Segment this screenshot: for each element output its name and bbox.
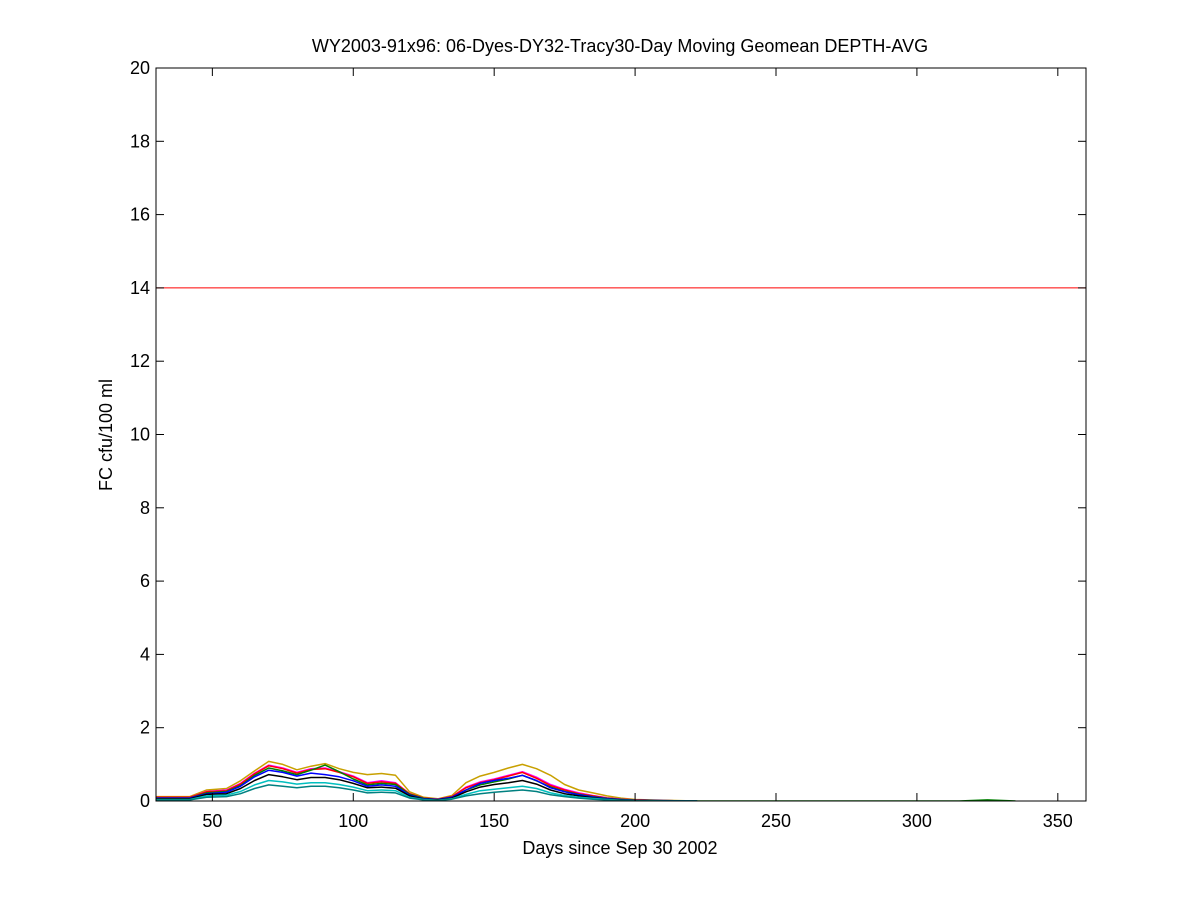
y-tick-label: 4 <box>140 644 150 664</box>
series-line-8 <box>156 784 698 801</box>
y-tick-label: 20 <box>130 58 150 78</box>
y-tick-label: 10 <box>130 425 150 445</box>
x-tick-label: 350 <box>1043 811 1073 831</box>
x-tick-label: 250 <box>761 811 791 831</box>
x-tick-label: 150 <box>479 811 509 831</box>
y-tick-label: 16 <box>130 205 150 225</box>
y-tick-label: 0 <box>140 791 150 811</box>
x-tick-label: 100 <box>338 811 368 831</box>
x-tick-label: 300 <box>902 811 932 831</box>
y-tick-label: 2 <box>140 718 150 738</box>
x-axis-label: Days since Sep 30 2002 <box>522 838 717 858</box>
chart-title: WY2003-91x96: 06-Dyes-DY32-Tracy30-Day M… <box>312 36 928 56</box>
plot-area: 50 100 150 200 250 300 350 0 2 4 6 8 10 12 14 16 18 20 <box>130 58 1087 831</box>
y-tick-label: 8 <box>140 498 150 518</box>
y-axis-label: FC cfu/100 ml <box>96 379 116 491</box>
y-tick-label: 18 <box>130 131 150 151</box>
x-tick-label: 200 <box>620 811 650 831</box>
y-tick-label: 12 <box>130 351 150 371</box>
x-tick-label: 50 <box>202 811 222 831</box>
y-tick-label: 6 <box>140 571 150 591</box>
y-tick-label: 14 <box>130 278 150 298</box>
series-line-1 <box>156 760 698 801</box>
